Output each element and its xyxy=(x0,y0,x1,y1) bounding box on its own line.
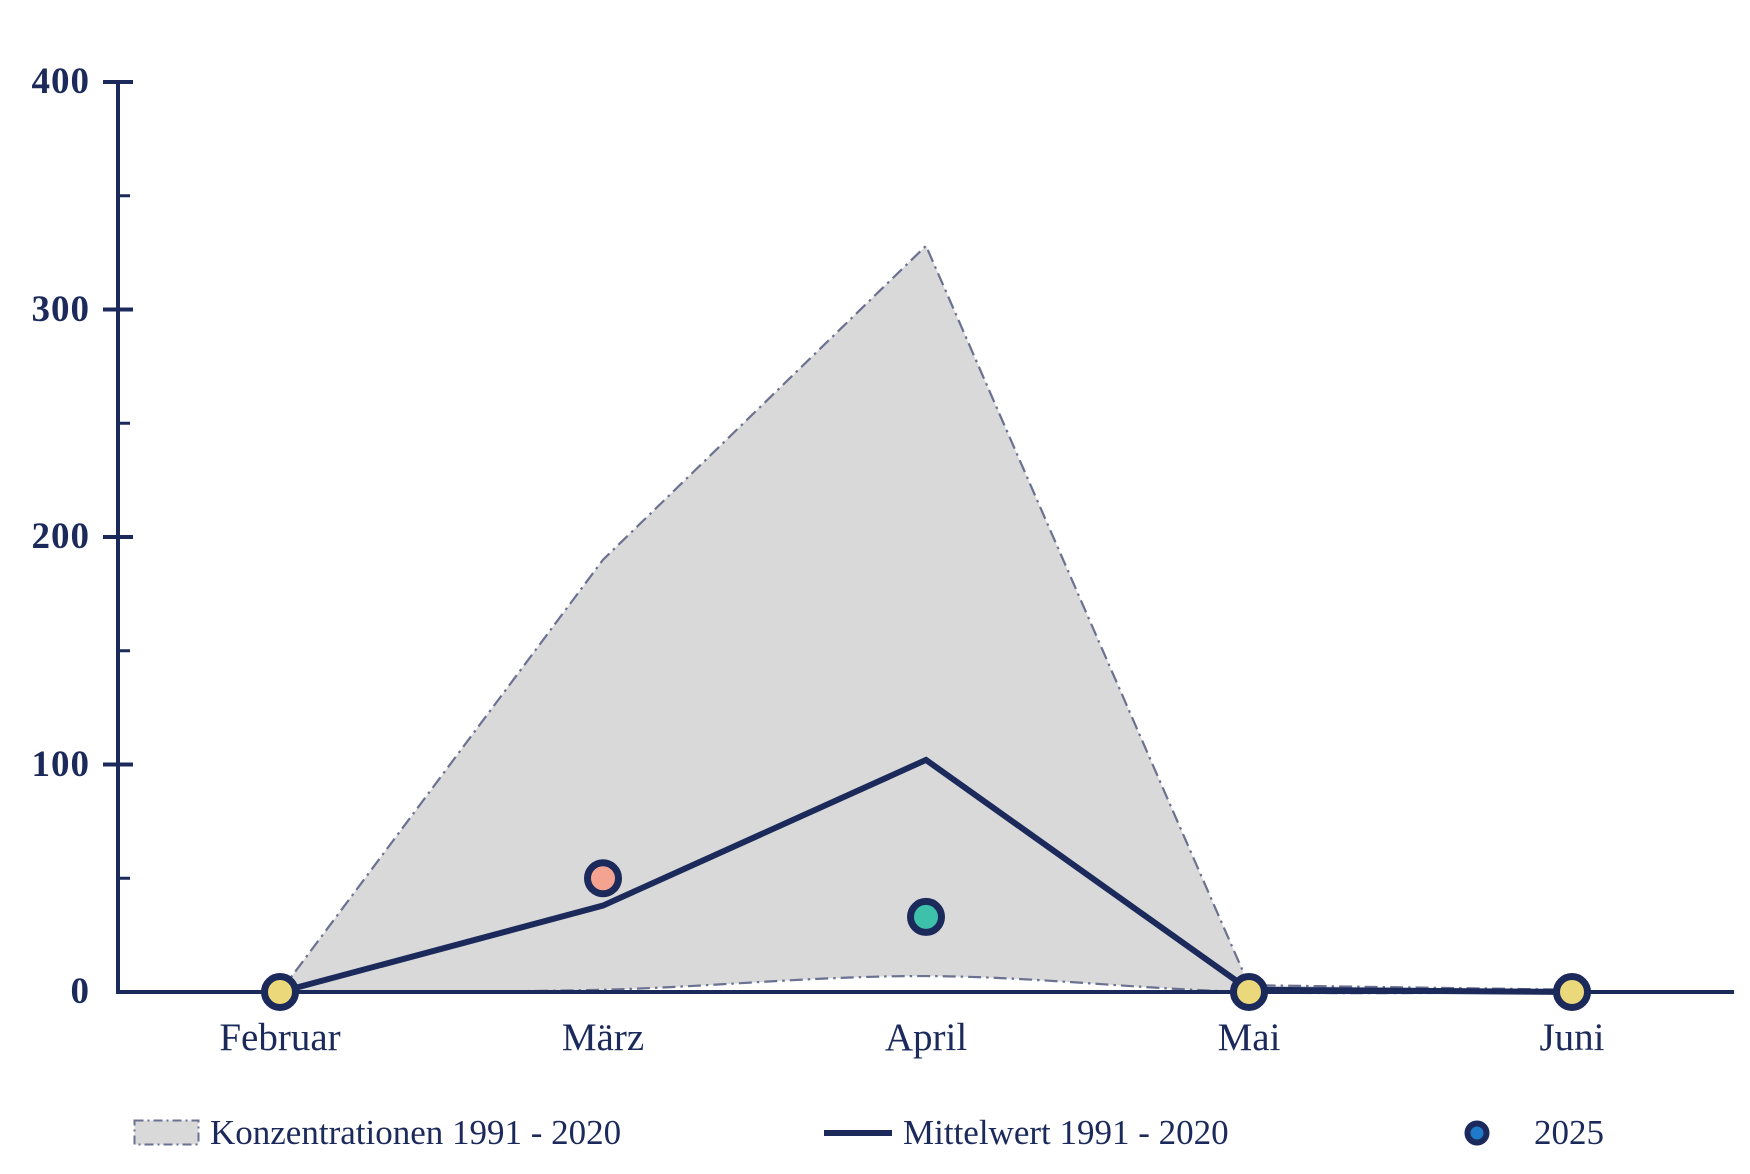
y-axis-label-300: 300 xyxy=(31,289,90,330)
x-axis-label-maerz: März xyxy=(561,1016,645,1059)
legend-label-2025: 2025 xyxy=(1534,1113,1604,1152)
legend-label-konzentrationen: Konzentrationen 1991 - 2020 xyxy=(210,1113,622,1152)
line-swatch-icon xyxy=(824,1130,892,1136)
y-axis-label-100: 100 xyxy=(31,744,90,785)
x-axis-label-april: April xyxy=(884,1016,968,1059)
band-swatch-icon xyxy=(133,1119,200,1146)
dot-swatch-icon xyxy=(1464,1120,1490,1146)
y-axis-label-200: 200 xyxy=(31,516,90,557)
legend-item-2025: 2025 xyxy=(1462,1110,1604,1156)
legend-label-mittelwert: Mittelwert 1991 - 2020 xyxy=(903,1113,1229,1152)
legend-item-mittelwert: Mittelwert 1991 - 2020 xyxy=(822,1110,1229,1156)
x-axis-label-februar: Februar xyxy=(219,1016,341,1059)
x-axis-label-juni: Juni xyxy=(1539,1016,1605,1059)
legend-item-konzentrationen: Konzentrationen 1991 - 2020 xyxy=(133,1110,621,1156)
y-axis-label-400: 400 xyxy=(31,61,90,102)
x-axis-label-mai: Mai xyxy=(1217,1016,1281,1059)
y-axis-label-0: 0 xyxy=(70,971,90,1012)
